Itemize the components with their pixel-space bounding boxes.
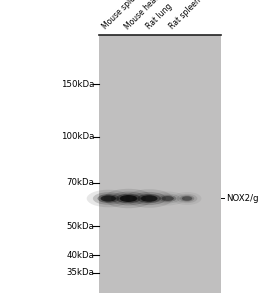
Text: 50kDa: 50kDa — [66, 222, 94, 231]
Ellipse shape — [159, 195, 176, 202]
Ellipse shape — [126, 189, 173, 208]
Text: 40kDa: 40kDa — [66, 251, 94, 260]
Text: Rat lung: Rat lung — [144, 2, 174, 32]
Ellipse shape — [155, 194, 180, 203]
Ellipse shape — [87, 190, 130, 207]
Ellipse shape — [150, 192, 185, 206]
Ellipse shape — [137, 194, 161, 203]
Ellipse shape — [132, 192, 166, 205]
Text: 35kDa: 35kDa — [66, 268, 94, 277]
Ellipse shape — [101, 195, 116, 202]
Text: NOX2/gp91phox: NOX2/gp91phox — [226, 194, 258, 203]
Bar — [99, 34, 221, 292]
Ellipse shape — [116, 194, 141, 203]
Ellipse shape — [120, 195, 137, 202]
Text: 150kDa: 150kDa — [61, 80, 94, 88]
Ellipse shape — [104, 189, 153, 208]
Ellipse shape — [141, 195, 157, 202]
Ellipse shape — [98, 194, 119, 203]
Text: Rat spleen: Rat spleen — [168, 0, 203, 32]
Text: Mouse heart: Mouse heart — [123, 0, 163, 32]
Ellipse shape — [111, 192, 146, 206]
Ellipse shape — [180, 195, 194, 202]
Text: Mouse spleen: Mouse spleen — [101, 0, 144, 32]
Ellipse shape — [173, 192, 201, 205]
Text: 70kDa: 70kDa — [66, 178, 94, 187]
Ellipse shape — [93, 192, 124, 205]
Ellipse shape — [162, 196, 174, 201]
Ellipse shape — [182, 196, 192, 201]
Text: 100kDa: 100kDa — [61, 132, 94, 141]
Ellipse shape — [177, 194, 197, 203]
